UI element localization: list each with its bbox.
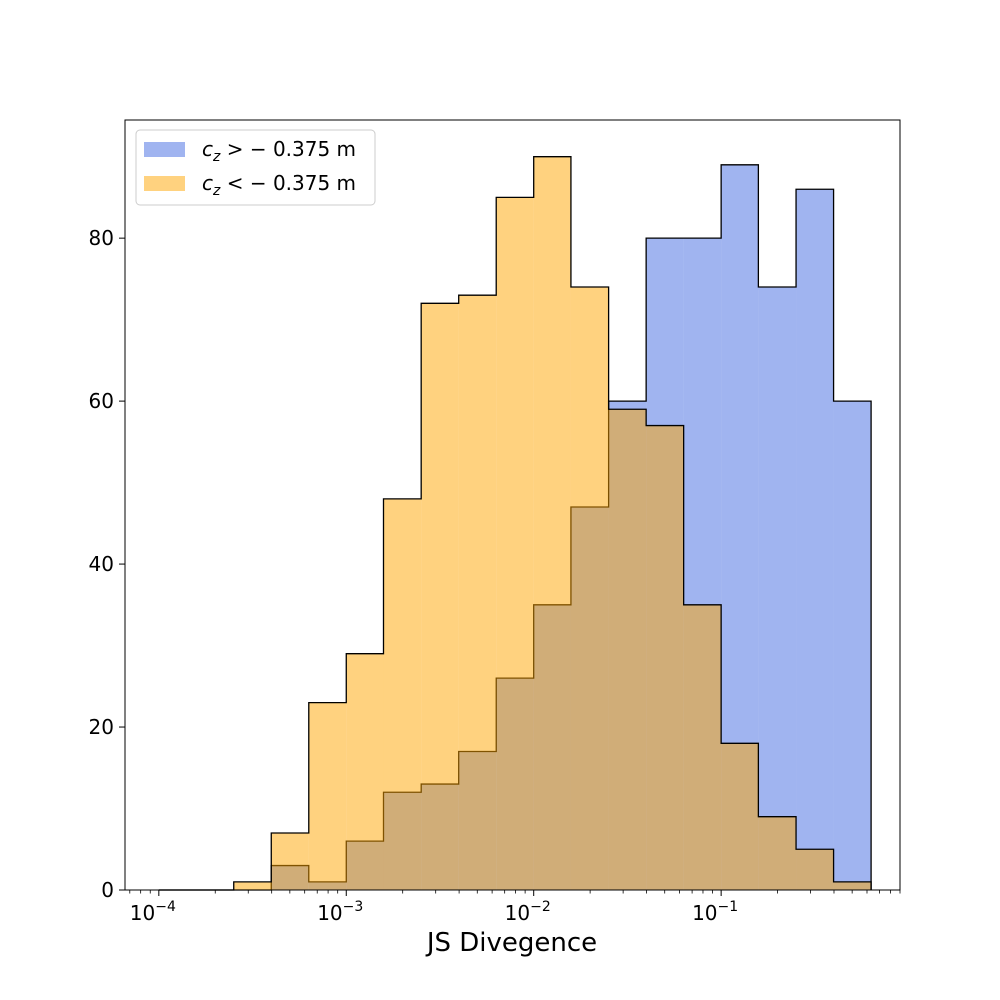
histogram-bar	[458, 295, 497, 890]
legend: cz > − 0.375 m cz < − 0.375 m	[135, 129, 376, 206]
legend-label: cz < − 0.375 m	[202, 171, 356, 199]
histogram-bar	[421, 303, 459, 890]
histogram-bar	[308, 702, 347, 890]
histogram-bar	[233, 881, 272, 890]
plot-frame	[124, 119, 901, 891]
y-tick-label: 0	[101, 878, 114, 902]
y-tick-label: 40	[89, 552, 114, 576]
histogram-bar	[758, 816, 797, 890]
legend-box	[135, 129, 376, 206]
histogram-bar	[796, 849, 834, 890]
x-axis-label: JS Divegence	[425, 928, 597, 958]
histogram-bar	[608, 409, 647, 890]
histogram-bar	[796, 189, 834, 890]
series-outline	[158, 156, 872, 891]
y-tick-label: 60	[89, 389, 114, 413]
histogram-bar	[646, 425, 684, 890]
histogram-bar	[570, 287, 609, 890]
histogram-bar	[833, 401, 872, 890]
histogram-bar	[683, 604, 722, 890]
histogram-bars	[158, 156, 872, 891]
histogram-bar	[533, 156, 571, 890]
histogram-bar	[758, 287, 797, 890]
y-axis: 0 20 40 60 80	[89, 226, 125, 902]
x-axis: 10−4 10−3 10−2 10−1	[129, 890, 901, 925]
histogram-bar	[346, 653, 384, 890]
histogram-bar	[833, 881, 872, 890]
histogram-bar	[271, 832, 309, 890]
legend-swatch	[144, 142, 185, 157]
y-tick-label: 20	[89, 715, 114, 739]
histogram-bar	[383, 498, 422, 890]
legend-label: cz > − 0.375 m	[202, 137, 356, 165]
legend-swatch	[144, 176, 185, 191]
series-1	[158, 156, 872, 891]
histogram-bar	[496, 197, 534, 890]
histogram-bar	[721, 743, 759, 890]
y-tick-label: 80	[89, 226, 114, 250]
